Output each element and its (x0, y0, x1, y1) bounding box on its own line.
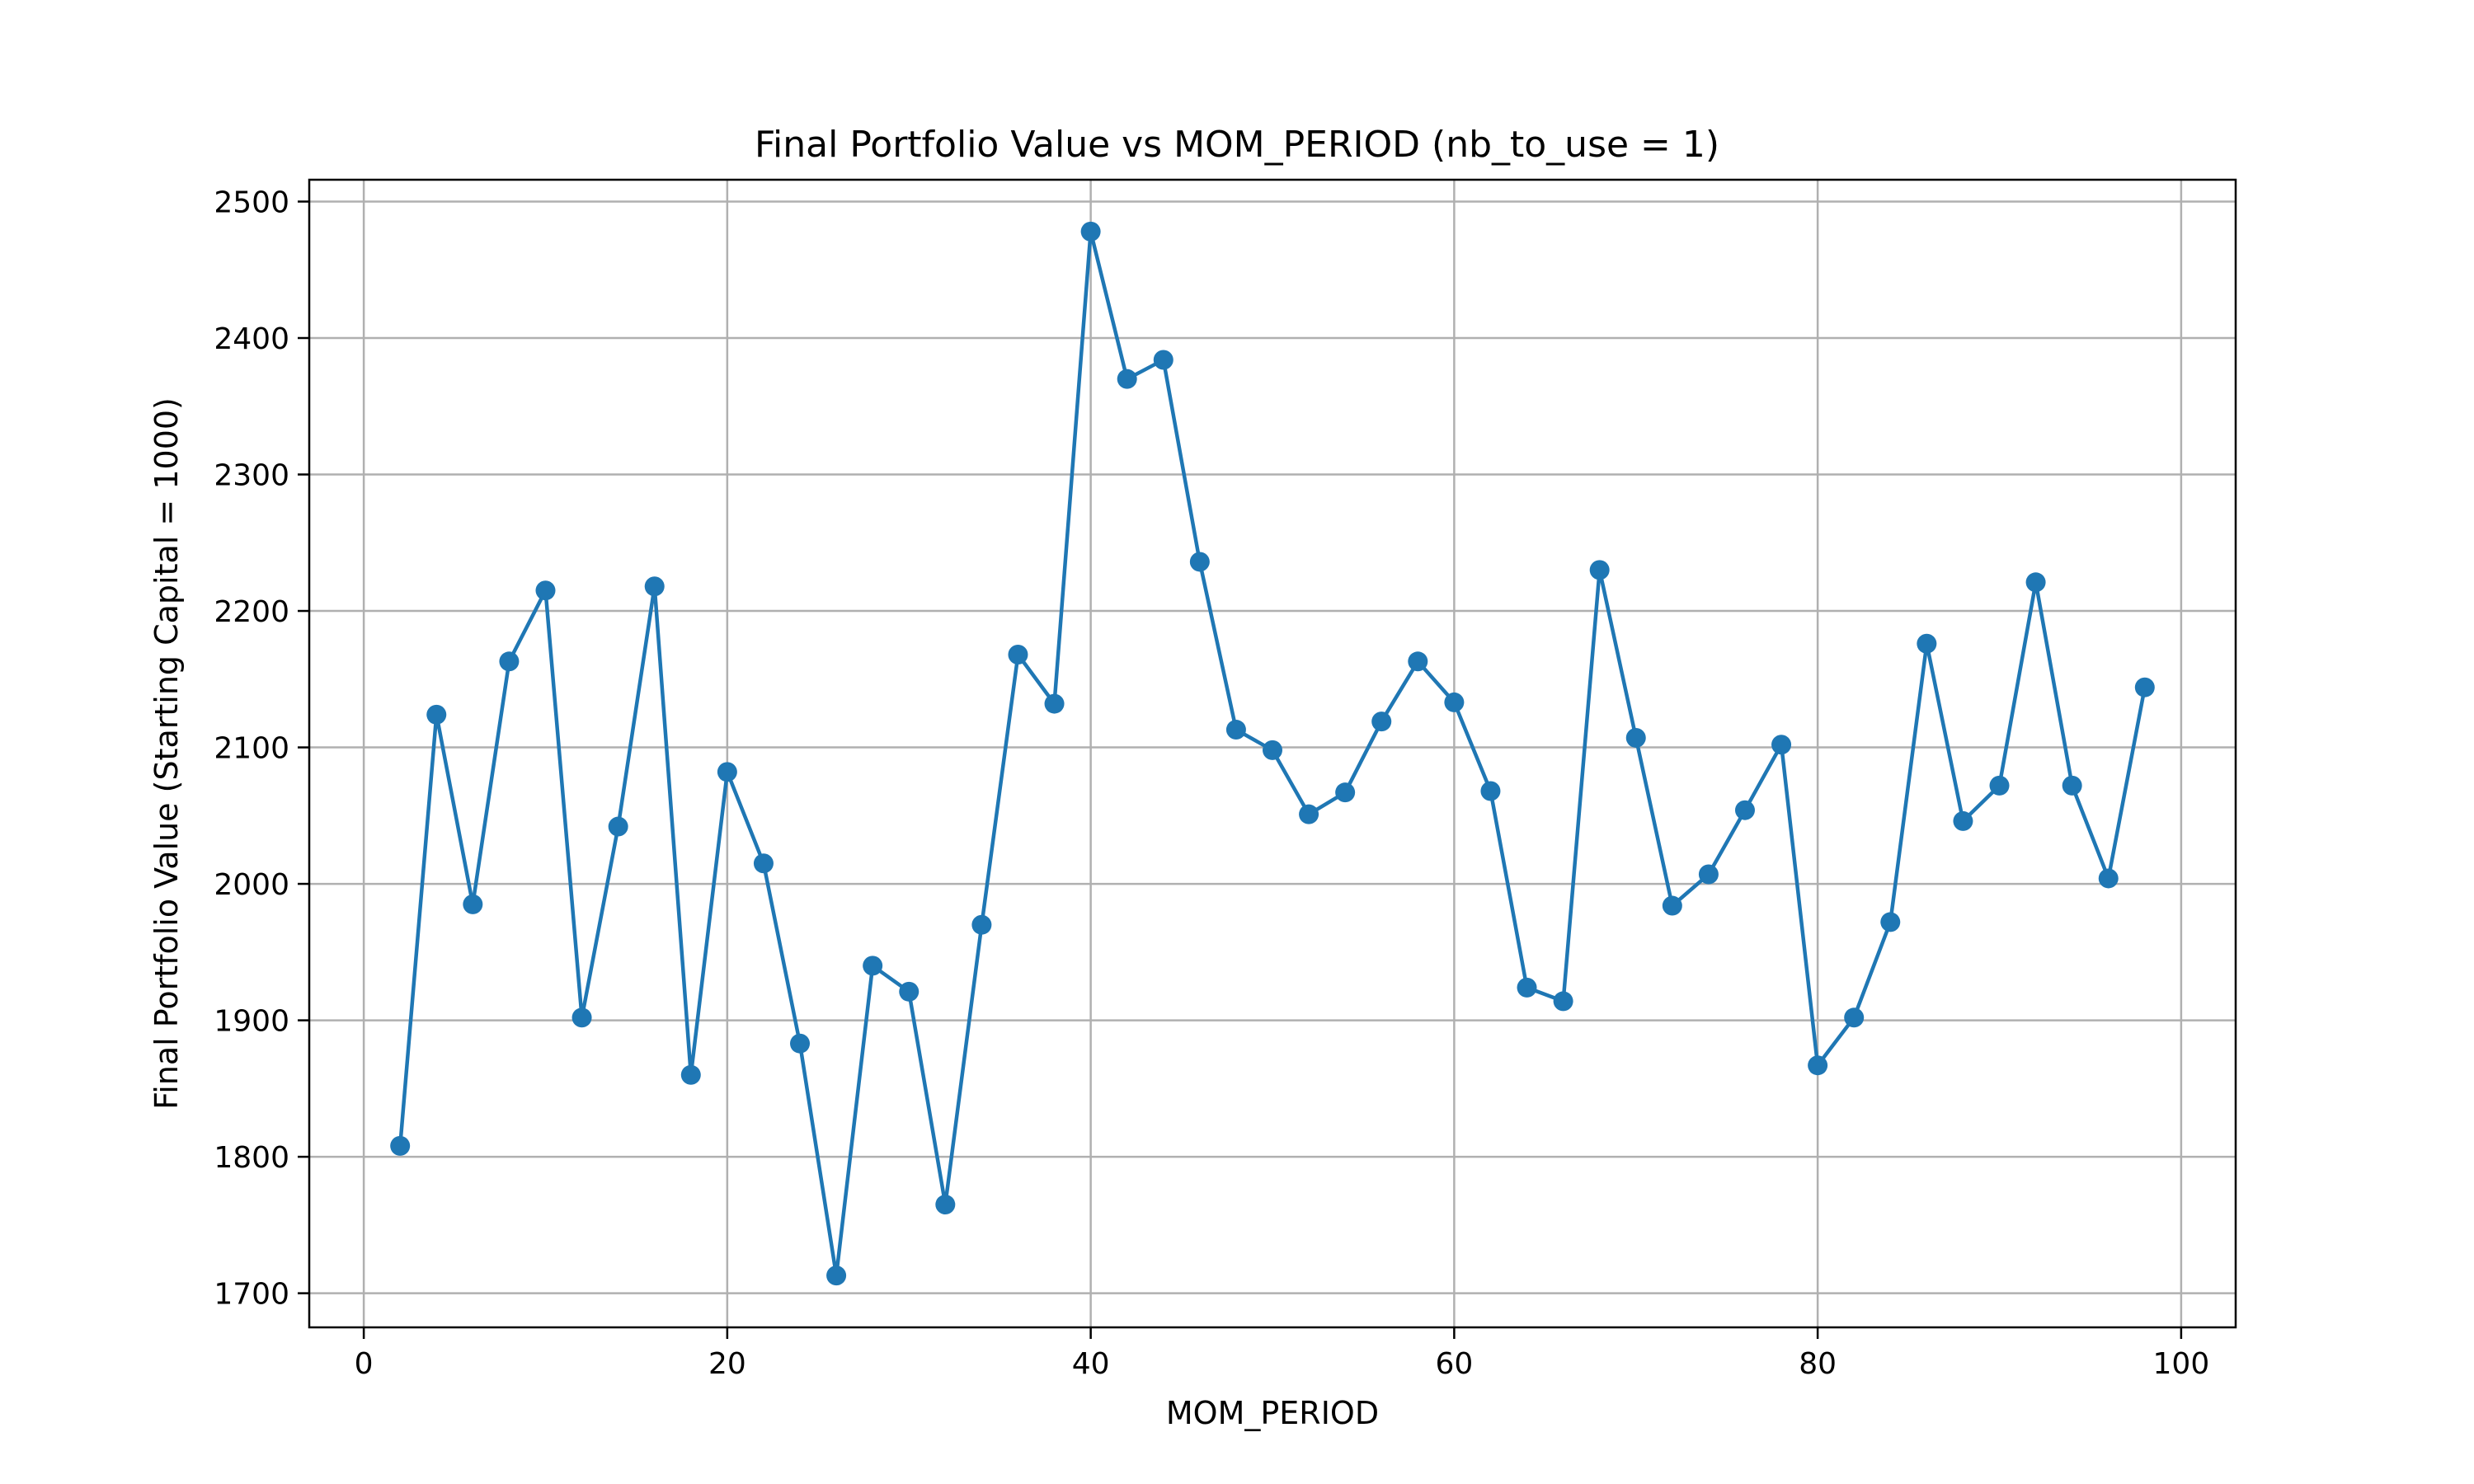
data-point (1371, 711, 1392, 732)
data-point (753, 853, 774, 874)
data-point (1953, 810, 1973, 831)
data-point (1553, 991, 1573, 1012)
data-point (2062, 775, 2082, 796)
data-point (680, 1064, 701, 1085)
data-point (1299, 804, 1319, 824)
y-axis-ticks: 1700 1800 1900 2000 2100 2200 2300 2400 2500 (214, 186, 309, 1312)
plot-area-frame (308, 178, 2237, 1329)
y-tick-label: 2100 (214, 732, 289, 766)
data-point (571, 1007, 592, 1028)
data-point (1880, 912, 1901, 932)
y-tick-label: 2300 (214, 459, 289, 493)
data-point (644, 576, 665, 597)
x-tick-label: 80 (1799, 1347, 1837, 1381)
x-tick-label: 100 (2153, 1347, 2210, 1381)
data-point (390, 1135, 411, 1156)
data-point (1989, 775, 2010, 796)
data-point (1225, 720, 1246, 740)
x-tick-label: 20 (708, 1347, 746, 1381)
data-point (463, 894, 483, 914)
data-point (717, 762, 737, 782)
data-point (1844, 1007, 1865, 1028)
data-point (1662, 895, 1682, 916)
data-point (971, 914, 992, 935)
y-tick-label: 1800 (214, 1141, 289, 1175)
data-point (2098, 868, 2119, 889)
data-point (826, 1266, 847, 1286)
data-point (426, 704, 447, 725)
data-point (608, 816, 628, 837)
x-tick-label: 40 (1072, 1347, 1110, 1381)
y-tick-label: 1900 (214, 1005, 289, 1039)
data-point (1517, 977, 1537, 998)
series-line-group (390, 221, 2155, 1286)
data-point (2025, 572, 2046, 593)
y-tick-label: 2000 (214, 868, 289, 902)
data-point (1917, 633, 1937, 654)
data-point (1734, 800, 1755, 820)
x-axis-title: MOM_PERIOD (1166, 1395, 1379, 1431)
x-axis-ticks: 0 20 40 60 80 100 (355, 1327, 2210, 1381)
data-point (1625, 727, 1646, 748)
chart-title: Final Portfolio Value vs MOM_PERIOD (nb_… (755, 124, 1719, 166)
y-tick-label: 1700 (214, 1278, 289, 1312)
y-axis-title: Final Portfolio Value (Starting Capital … (148, 397, 185, 1110)
y-tick-label: 2400 (214, 322, 289, 356)
data-point (499, 651, 520, 672)
data-point (790, 1033, 811, 1054)
data-point (1044, 693, 1065, 714)
data-point (1444, 692, 1465, 712)
data-point (1153, 350, 1174, 370)
data-point (1263, 740, 1282, 760)
data-point (863, 956, 883, 976)
data-point (535, 580, 556, 601)
data-point (1080, 221, 1101, 242)
data-point (1335, 782, 1356, 803)
y-tick-label: 2500 (214, 186, 289, 219)
data-point (935, 1195, 956, 1215)
data-point (1408, 651, 1428, 672)
y-tick-label: 2200 (214, 595, 289, 629)
data-point (1117, 369, 1137, 389)
data-point (1480, 781, 1501, 801)
data-point (2134, 677, 2155, 697)
data-point (1808, 1055, 1828, 1076)
data-point (1698, 864, 1719, 885)
data-point (1189, 552, 1210, 572)
data-point (1589, 560, 1610, 580)
x-tick-label: 60 (1435, 1347, 1473, 1381)
data-point (1008, 645, 1028, 665)
data-point (1771, 735, 1792, 755)
data-point (899, 981, 920, 1002)
x-tick-label: 0 (355, 1347, 374, 1381)
